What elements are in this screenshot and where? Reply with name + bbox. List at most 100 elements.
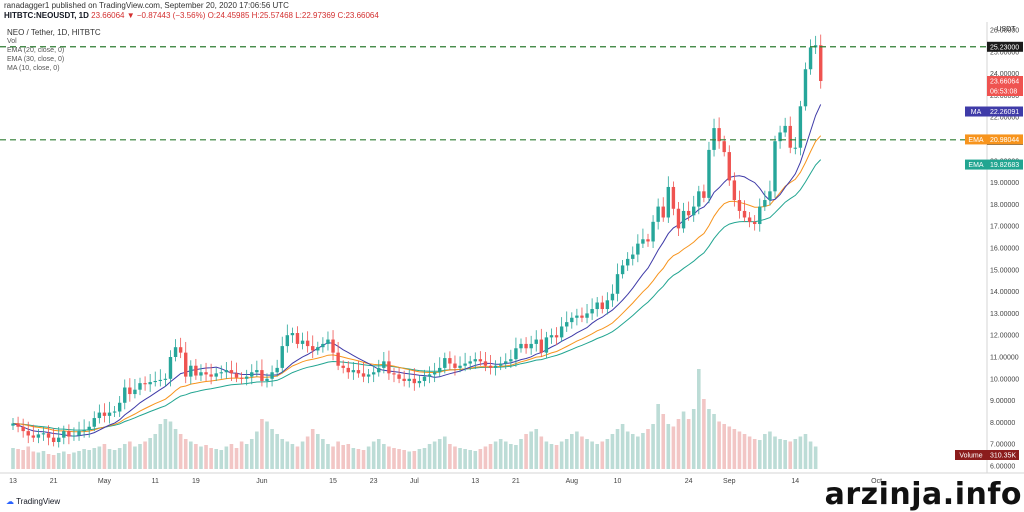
legend-ma10[interactable]: MA (10, close, 0) bbox=[7, 65, 60, 72]
legend-ema20[interactable]: EMA (20, close, 0) bbox=[7, 47, 65, 54]
candle-body bbox=[463, 363, 467, 366]
volume-bar bbox=[21, 450, 25, 469]
published-line: ranadagger1 published on TradingView.com… bbox=[4, 1, 289, 10]
candle-body bbox=[514, 348, 518, 360]
last-price-tag-bg bbox=[987, 75, 1023, 86]
volume-bar bbox=[691, 409, 696, 469]
volume-bar bbox=[219, 450, 224, 469]
candle-body bbox=[575, 315, 579, 318]
volume-bar bbox=[590, 441, 594, 469]
y-tick-label: 26.00000 bbox=[990, 28, 1019, 35]
y-tick-label: 17.00000 bbox=[990, 224, 1019, 231]
y-tick-label: 13.00000 bbox=[990, 311, 1019, 318]
volume-bar bbox=[554, 445, 559, 469]
volume-bar bbox=[351, 448, 356, 469]
ema20-tag-bg bbox=[987, 134, 1023, 145]
volume-bar bbox=[773, 436, 777, 469]
volume-bar bbox=[331, 446, 335, 469]
y-tick-label: 15.00000 bbox=[990, 267, 1019, 274]
volume-bar bbox=[300, 441, 305, 469]
candle-body bbox=[51, 437, 56, 443]
volume-bar bbox=[798, 436, 803, 469]
candle-body bbox=[153, 380, 157, 383]
ema30-tag-bg bbox=[987, 159, 1023, 170]
volume-bar bbox=[671, 426, 676, 469]
candle-body bbox=[504, 361, 508, 364]
candle-body bbox=[209, 374, 213, 377]
volume-bar bbox=[483, 446, 488, 469]
volume-bar bbox=[448, 444, 452, 469]
last-price-timer-label: 06:53:08 bbox=[990, 88, 1017, 95]
volume-bar bbox=[72, 452, 76, 469]
ma-prefix-bg bbox=[965, 106, 987, 117]
volume-bar bbox=[620, 424, 625, 469]
candle-body bbox=[194, 365, 198, 376]
volume-bar bbox=[697, 369, 701, 469]
volume-bar bbox=[224, 446, 229, 469]
candle-body bbox=[300, 340, 305, 344]
x-tick-label: May bbox=[98, 478, 112, 485]
volume-bar bbox=[498, 439, 503, 469]
candle-body bbox=[671, 186, 676, 209]
volume-bar bbox=[290, 444, 295, 469]
volume-bar bbox=[11, 448, 15, 469]
candle-body bbox=[250, 372, 254, 377]
candle-body bbox=[778, 132, 782, 142]
volume-bar bbox=[422, 448, 427, 469]
candle-body bbox=[625, 258, 630, 266]
candle-body bbox=[117, 402, 122, 412]
candle-body bbox=[585, 313, 589, 318]
volume-bar bbox=[473, 451, 478, 469]
quote-values: 23.66064 ▼ −0.87443 (−3.56%) O:24.45985 … bbox=[91, 11, 379, 20]
volume-bar bbox=[26, 446, 31, 469]
candle-body bbox=[356, 370, 361, 374]
candle-body bbox=[570, 317, 574, 323]
candle-body bbox=[92, 418, 96, 427]
candle-body bbox=[707, 149, 711, 198]
volume-bar bbox=[265, 421, 269, 469]
candle-body bbox=[366, 374, 371, 377]
level-tag-label: 25.23000 bbox=[990, 44, 1019, 51]
candle-body bbox=[346, 367, 350, 373]
ema30-prefix-bg bbox=[965, 159, 987, 170]
candle-body bbox=[610, 293, 615, 301]
y-tick-label: 18.00000 bbox=[990, 202, 1019, 209]
volume-bar bbox=[321, 439, 325, 469]
candle-body bbox=[808, 47, 813, 70]
volume-bar bbox=[51, 455, 56, 469]
candle-body bbox=[752, 221, 757, 225]
tradingview-logo[interactable]: ☁ TradingView bbox=[6, 497, 60, 506]
volume-bar bbox=[570, 434, 574, 469]
candle-body bbox=[31, 435, 36, 438]
legend-vol[interactable]: Vol bbox=[7, 38, 17, 45]
y-tick-label: 11.00000 bbox=[990, 355, 1019, 362]
candle-body bbox=[544, 337, 549, 353]
candle-body bbox=[488, 365, 493, 368]
candle-body bbox=[163, 378, 168, 380]
volume-bar bbox=[813, 446, 818, 469]
volume-bar bbox=[305, 436, 310, 469]
volume-bar bbox=[747, 436, 752, 469]
candle-body bbox=[128, 387, 132, 395]
candle-body bbox=[199, 372, 203, 376]
candle-body bbox=[768, 191, 772, 201]
volume-bar bbox=[763, 434, 767, 469]
candle-body bbox=[407, 378, 411, 381]
candle-body bbox=[234, 373, 239, 378]
candle-body bbox=[580, 315, 584, 318]
volume-bar bbox=[712, 414, 716, 469]
volume-bar bbox=[783, 440, 787, 469]
volume-bar bbox=[757, 440, 762, 469]
candle-body bbox=[763, 200, 767, 207]
candle-body bbox=[397, 374, 401, 379]
volume-bar bbox=[158, 424, 163, 469]
candle-body bbox=[712, 128, 716, 150]
candle-body bbox=[21, 426, 25, 432]
candle-body bbox=[295, 333, 300, 344]
volume-bar bbox=[580, 436, 584, 469]
legend-ema30[interactable]: EMA (30, close, 0) bbox=[7, 56, 65, 63]
volume-bar bbox=[493, 441, 498, 469]
x-tick-label: 21 bbox=[512, 478, 520, 485]
